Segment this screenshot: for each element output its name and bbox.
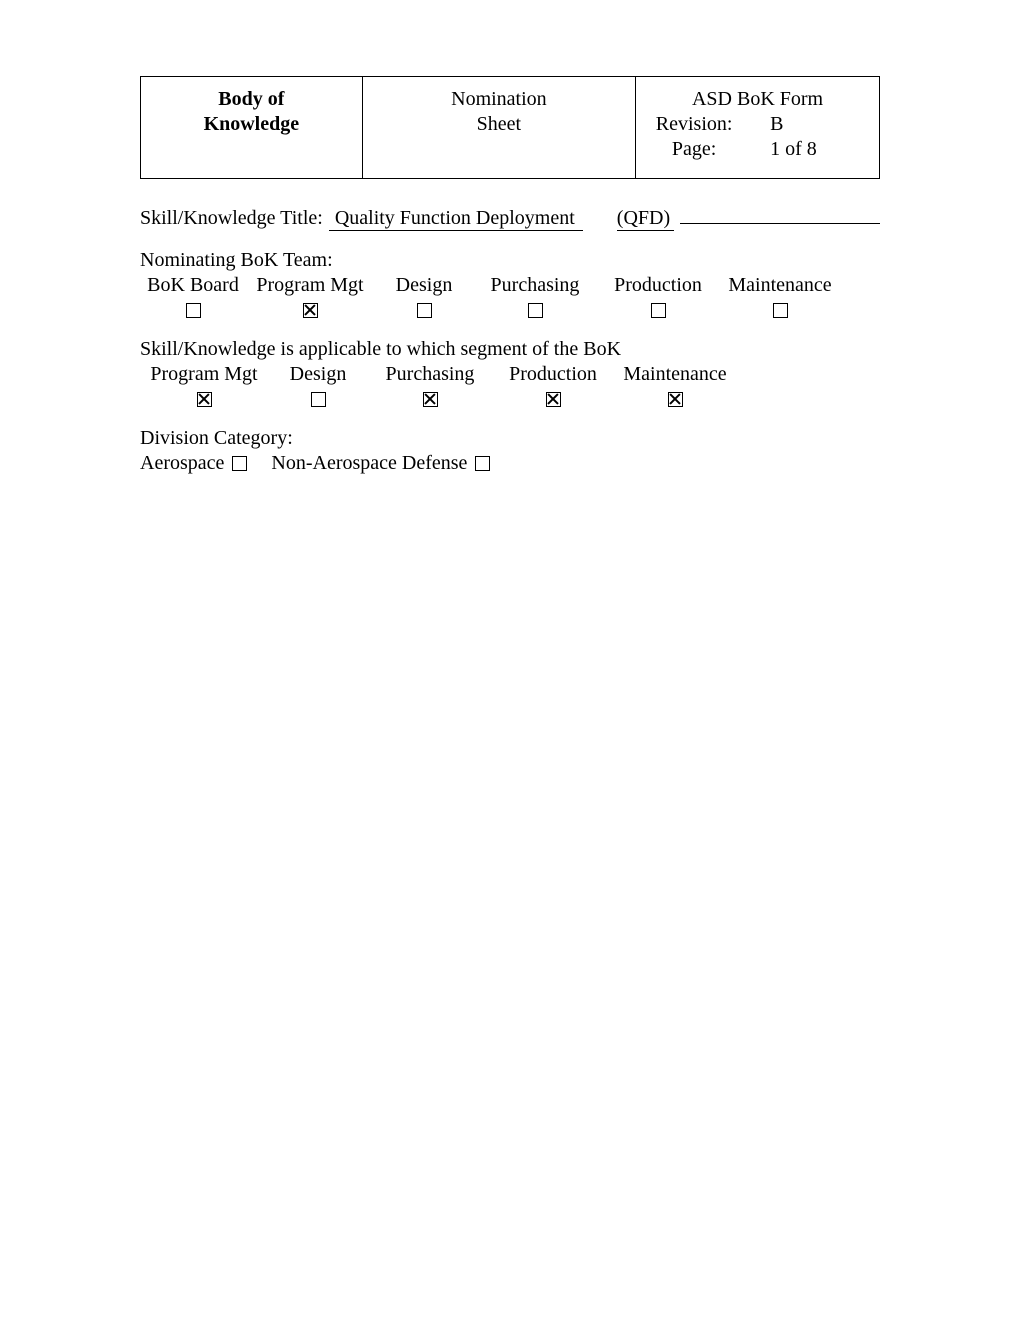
revision-value: B [770,112,783,137]
applicable-item-label: Purchasing [368,363,492,386]
applicable-label: Skill/Knowledge is applicable to which s… [140,338,880,361]
applicable-checkbox[interactable] [668,392,683,407]
nominating-checkbox-row: BoK BoardProgram MgtDesignPurchasingProd… [140,274,880,320]
applicable-item: Production [492,363,614,409]
header-mid-line1: Nomination [451,88,547,110]
division-item: Aerospace [140,452,247,475]
applicable-item: Program Mgt [140,363,268,409]
header-left-cell: Body of Knowledge [141,77,363,179]
nominating-checkbox[interactable] [303,303,318,318]
nominating-item-label: Purchasing [474,274,596,297]
nominating-item: Production [596,274,720,320]
applicable-item: Maintenance [614,363,736,409]
nominating-item-label: Maintenance [720,274,840,297]
header-table: Body of Knowledge Nomination Sheet ASD B… [140,76,880,179]
header-left-line2: Knowledge [204,113,300,135]
revision-label: Revision: [644,112,744,137]
header-right-title: ASD BoK Form [644,87,871,112]
header-revision-row: Revision: B [644,112,871,137]
nominating-checkbox[interactable] [773,303,788,318]
nominating-item: Maintenance [720,274,840,320]
nominating-checkbox[interactable] [528,303,543,318]
nominating-checkbox[interactable] [417,303,432,318]
page-label: Page: [644,137,744,162]
division-label: Division Category: [140,427,880,450]
form-page: Body of Knowledge Nomination Sheet ASD B… [0,0,1020,475]
nominating-item: Program Mgt [246,274,374,320]
applicable-item-label: Maintenance [614,363,736,386]
page-value: 1 of 8 [770,137,817,162]
applicable-item-label: Program Mgt [140,363,268,386]
division-item-label: Non-Aerospace Defense [271,452,467,475]
header-right-cell: ASD BoK Form Revision: B Page: 1 of 8 [636,77,880,179]
title-field-row: Skill/Knowledge Title: Quality Function … [140,207,880,231]
nominating-item: Design [374,274,474,320]
division-item: Non-Aerospace Defense [271,452,490,475]
nominating-item-label: Production [596,274,720,297]
applicable-item: Design [268,363,368,409]
applicable-checkbox-row: Program MgtDesignPurchasingProductionMai… [140,363,880,409]
nominating-item: BoK Board [140,274,246,320]
nominating-item: Purchasing [474,274,596,320]
applicable-checkbox[interactable] [197,392,212,407]
title-field-value-suffix: (QFD) [617,207,674,231]
title-field-rest-line [680,223,880,224]
division-checkbox[interactable] [232,456,247,471]
header-mid-cell: Nomination Sheet [362,77,635,179]
header-left-line1: Body of [218,88,284,110]
applicable-checkbox[interactable] [311,392,326,407]
applicable-item-label: Design [268,363,368,386]
nominating-checkbox[interactable] [186,303,201,318]
nominating-item-label: BoK Board [140,274,246,297]
applicable-item: Purchasing [368,363,492,409]
nominating-item-label: Program Mgt [246,274,374,297]
division-checkbox-row: Aerospace Non-Aerospace Defense [140,452,880,475]
division-checkbox[interactable] [475,456,490,471]
nominating-label: Nominating BoK Team: [140,249,880,272]
applicable-checkbox[interactable] [423,392,438,407]
applicable-item-label: Production [492,363,614,386]
applicable-checkbox[interactable] [546,392,561,407]
title-field-label: Skill/Knowledge Title: [140,207,323,230]
division-item-label: Aerospace [140,452,224,475]
nominating-checkbox[interactable] [651,303,666,318]
title-field-value-main[interactable]: Quality Function Deployment [329,207,583,231]
header-mid-line2: Sheet [477,113,521,135]
header-page-row: Page: 1 of 8 [644,137,871,162]
nominating-item-label: Design [374,274,474,297]
